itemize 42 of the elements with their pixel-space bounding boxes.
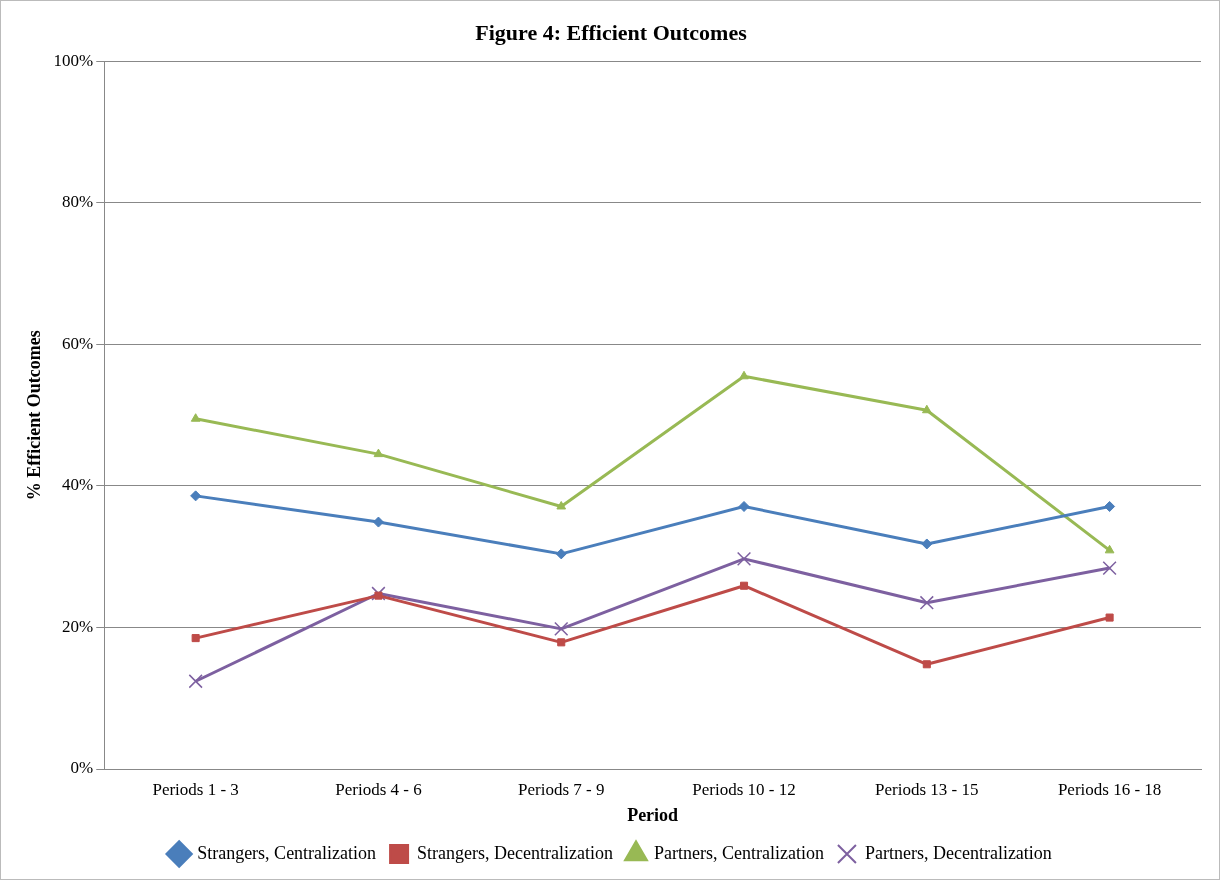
x-tick-label: Periods 7 - 9 [518,779,605,799]
point [190,413,201,422]
point [1105,613,1114,622]
point [556,500,567,510]
point [922,660,931,669]
x-tick-label: Periods 1 - 3 [152,779,239,799]
point [921,404,932,414]
point [373,448,384,458]
legend-label: Partners, Decentralization [864,842,1052,863]
point [191,634,200,643]
point [921,538,933,550]
point [372,516,384,528]
legend-label: Partners, Centralization [654,842,824,863]
y-tick-label: 20% [62,616,94,636]
point [374,591,383,600]
x-tick-label: Periods 13 - 15 [875,779,979,799]
y-axis-title: % Efficient Outcomes [24,330,45,501]
point [555,548,567,560]
legend-label: Strangers, Decentralization [417,842,613,863]
x-tick-label: Periods 10 - 12 [692,779,796,799]
x-tick-label: Periods 4 - 6 [335,779,422,799]
x-tick-label: Periods 16 - 18 [1057,779,1162,799]
point [739,370,749,380]
x-axis-title: Period [627,804,679,825]
point [738,500,750,512]
point [736,551,752,566]
point [557,638,566,647]
point [739,581,749,590]
y-tick-label: 60% [62,333,94,353]
point [554,621,569,637]
y-tick-label: 40% [62,475,94,495]
point [1104,500,1116,512]
chart-title: Figure 4: Efficient Outcomes [475,19,748,45]
point [1104,544,1115,554]
point [1102,560,1117,576]
point [190,490,202,502]
y-tick-label: 80% [62,192,94,212]
point [188,674,203,689]
y-tick-label: 0% [70,758,94,778]
y-tick-label: 100% [53,50,94,70]
legend-label: Strangers, Centralization [197,842,377,863]
point [919,595,934,610]
